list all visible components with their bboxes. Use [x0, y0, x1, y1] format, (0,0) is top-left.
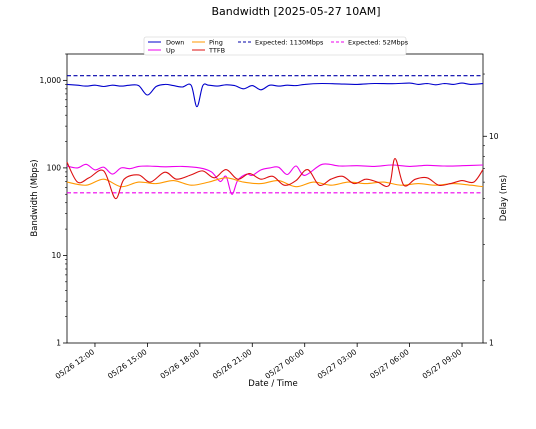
series-line-ttfb [66, 158, 484, 200]
x-axis-ticks: 05/26 12:00 05/26 15:00 05/26 18:00 05/26 2… [54, 343, 464, 381]
legend-ttfb-label: TTFB [208, 47, 225, 55]
plot-frame [66, 53, 484, 344]
x-tick-label: 05/26 21:00 [211, 347, 254, 381]
y-axis-label: Bandwidth (Mbps) [30, 159, 40, 236]
right-axis-ticks: 1 10 [483, 73, 499, 348]
x-tick-label: 05/26 18:00 [158, 347, 201, 381]
y2-axis-label: Delay (ms) [499, 175, 509, 221]
legend-expected-down-label: Expected: 1130Mbps [255, 39, 324, 47]
chart-title: Bandwidth [2025-05-27 10AM] [211, 5, 380, 18]
x-tick-label: 05/27 06:00 [368, 347, 411, 381]
x-tick-label: 05/26 12:00 [54, 347, 97, 381]
legend-ping-label: Ping [209, 39, 223, 47]
legend-up-label: Up [166, 47, 175, 55]
y-tick-label: 10 [51, 251, 61, 260]
legend: Down Up Ping TTFB Expected: 1130Mbps Exp… [143, 36, 409, 56]
series-layer [66, 75, 484, 200]
series-line-ping [66, 177, 484, 188]
x-axis-label: Date / Time [248, 379, 297, 389]
series-line-down [66, 82, 484, 108]
x-tick-label: 05/27 03:00 [316, 347, 359, 381]
y-tick-label: 1,000 [40, 76, 62, 85]
left-axis-ticks: 1 10 100 1,000 [40, 53, 67, 348]
legend-expected-up-label: Expected: 52Mbps [348, 39, 409, 47]
y-tick-label: 100 [47, 164, 62, 173]
y-tick-label: 1 [56, 339, 61, 348]
x-tick-label: 05/26 15:00 [106, 347, 149, 381]
x-tick-label: 05/27 00:00 [263, 347, 306, 381]
y2-tick-label: 10 [489, 132, 499, 141]
legend-down-label: Down [166, 39, 184, 47]
legend-box [143, 36, 407, 56]
series-line-up [66, 163, 484, 195]
x-tick-label: 05/27 09:00 [421, 347, 464, 381]
y2-tick-label: 1 [489, 339, 494, 348]
